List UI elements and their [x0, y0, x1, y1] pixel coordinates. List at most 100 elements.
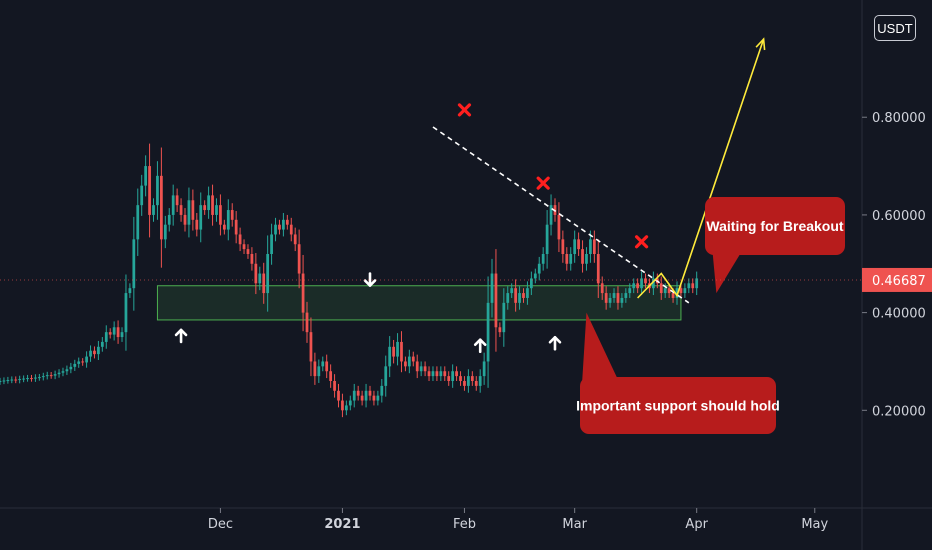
candle	[407, 349, 411, 374]
candle-body	[498, 327, 502, 333]
candle-body	[644, 278, 647, 284]
up-arrow-icon	[548, 335, 562, 351]
candle-body	[518, 293, 521, 303]
candle	[600, 276, 604, 300]
candle	[396, 333, 399, 366]
candle	[463, 376, 466, 391]
candle	[49, 372, 53, 379]
candle	[455, 366, 458, 381]
candle-body	[396, 341, 399, 357]
candle	[628, 283, 632, 298]
candle-body	[144, 166, 148, 186]
candle-body	[222, 224, 226, 230]
candle	[636, 278, 640, 294]
candle	[242, 239, 246, 254]
candle-body	[522, 293, 525, 298]
candle-body	[364, 390, 368, 401]
candle-body	[175, 195, 179, 206]
candle-body	[596, 254, 600, 284]
candle	[325, 354, 329, 379]
candle	[97, 340, 100, 360]
candle	[565, 247, 569, 271]
candle-body	[679, 288, 683, 294]
candle	[53, 370, 57, 380]
candle-body	[348, 400, 352, 406]
price-tick-label: 0.20000	[872, 404, 926, 419]
candle-body	[557, 214, 561, 240]
candle-body	[541, 254, 545, 264]
candle-body	[187, 200, 191, 225]
candle	[549, 194, 553, 236]
time-tick-label: Mar	[562, 517, 587, 532]
candle-body	[549, 205, 553, 225]
candle	[691, 278, 695, 294]
candle-body	[238, 234, 242, 245]
candle-body	[474, 381, 478, 386]
rejection-x-icon	[457, 103, 472, 117]
candle-body	[352, 390, 356, 401]
candle-body	[423, 366, 427, 372]
candle	[175, 188, 179, 212]
candle	[254, 253, 258, 295]
candle-body	[274, 224, 277, 235]
candle	[152, 198, 155, 222]
candle	[171, 184, 175, 226]
candle-body	[89, 350, 92, 357]
callout-text: Waiting for Breakout	[706, 218, 843, 234]
candle	[522, 288, 525, 303]
candle-body	[148, 166, 151, 215]
time-tick-label: Apr	[685, 517, 708, 532]
time-tick-label: Dec	[208, 517, 233, 532]
candle-body	[211, 195, 214, 215]
candle-body	[506, 293, 510, 303]
support-zone	[156, 285, 682, 321]
candle-body	[81, 361, 85, 363]
callout-pointer	[712, 246, 745, 294]
candle	[415, 354, 419, 379]
candle-body	[451, 371, 455, 381]
callout-bubble: Important support should hold	[576, 312, 780, 434]
candle-body	[585, 254, 588, 264]
candle-body	[569, 254, 573, 264]
candle-body	[57, 372, 61, 375]
candle-body	[2, 380, 6, 382]
candle	[61, 367, 65, 377]
candle	[230, 203, 234, 227]
candle-body	[380, 385, 384, 396]
candle-body	[592, 239, 596, 254]
candle	[270, 223, 273, 265]
candle	[400, 331, 403, 373]
candle	[652, 271, 655, 296]
candle	[238, 227, 242, 252]
candle	[439, 366, 443, 381]
candle	[447, 371, 451, 386]
candle	[18, 375, 22, 384]
projection-arrowhead	[755, 37, 766, 51]
candle	[348, 395, 352, 411]
callout-box	[580, 377, 776, 434]
currency-badge[interactable]: USDT	[874, 15, 916, 41]
candle	[474, 376, 478, 391]
candle-body	[199, 205, 203, 230]
candle	[384, 355, 388, 397]
candle	[537, 256, 541, 281]
candle-body	[195, 219, 199, 230]
candle-body	[459, 376, 462, 381]
candle	[167, 208, 171, 232]
candle	[305, 301, 309, 343]
x-stroke	[536, 176, 550, 190]
last-price-badge	[862, 267, 932, 292]
candle-body	[526, 288, 529, 298]
candle	[533, 268, 537, 284]
candle-body	[640, 278, 643, 289]
candle-body	[108, 332, 112, 335]
candle	[581, 240, 584, 273]
candle	[183, 208, 187, 232]
arrow-head	[363, 279, 377, 287]
candle-body	[411, 356, 415, 362]
candle-body	[285, 219, 289, 225]
candle	[317, 359, 321, 383]
candle	[69, 362, 73, 374]
candle-body	[494, 273, 498, 328]
candle	[258, 266, 262, 291]
